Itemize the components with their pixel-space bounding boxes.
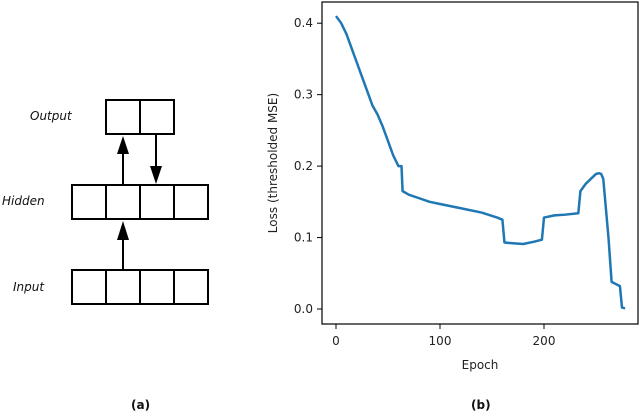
caption-b: (b) bbox=[471, 398, 491, 412]
layer-label-output: Output bbox=[30, 109, 72, 123]
layer-label-hidden: Hidden bbox=[2, 194, 45, 208]
caption-a: (a) bbox=[131, 398, 151, 412]
x-axis-label: Epoch bbox=[462, 358, 499, 372]
input-layer bbox=[71, 269, 209, 305]
y-tick-label: 0.3 bbox=[294, 88, 313, 102]
y-tick-label: 0.2 bbox=[294, 159, 313, 173]
network-diagram bbox=[71, 99, 209, 305]
y-axis-label: Loss (thresholded MSE) bbox=[266, 93, 280, 233]
hidden-layer bbox=[71, 184, 209, 220]
y-tick-label: 0.0 bbox=[294, 302, 313, 316]
x-tick-label: 0 bbox=[332, 334, 340, 348]
x-tick-label: 100 bbox=[429, 334, 452, 348]
output-layer bbox=[105, 99, 175, 135]
layer-label-input: Input bbox=[13, 280, 45, 294]
loss-line bbox=[334, 15, 626, 310]
y-tick-label: 0.1 bbox=[294, 231, 313, 245]
x-tick-label: 200 bbox=[533, 334, 556, 348]
y-tick-label: 0.4 bbox=[294, 16, 313, 30]
loss-chart: 0.0 0.1 0.2 0.3 0.4 0 100 200 Epoch Loss (thre… bbox=[266, 1, 639, 372]
